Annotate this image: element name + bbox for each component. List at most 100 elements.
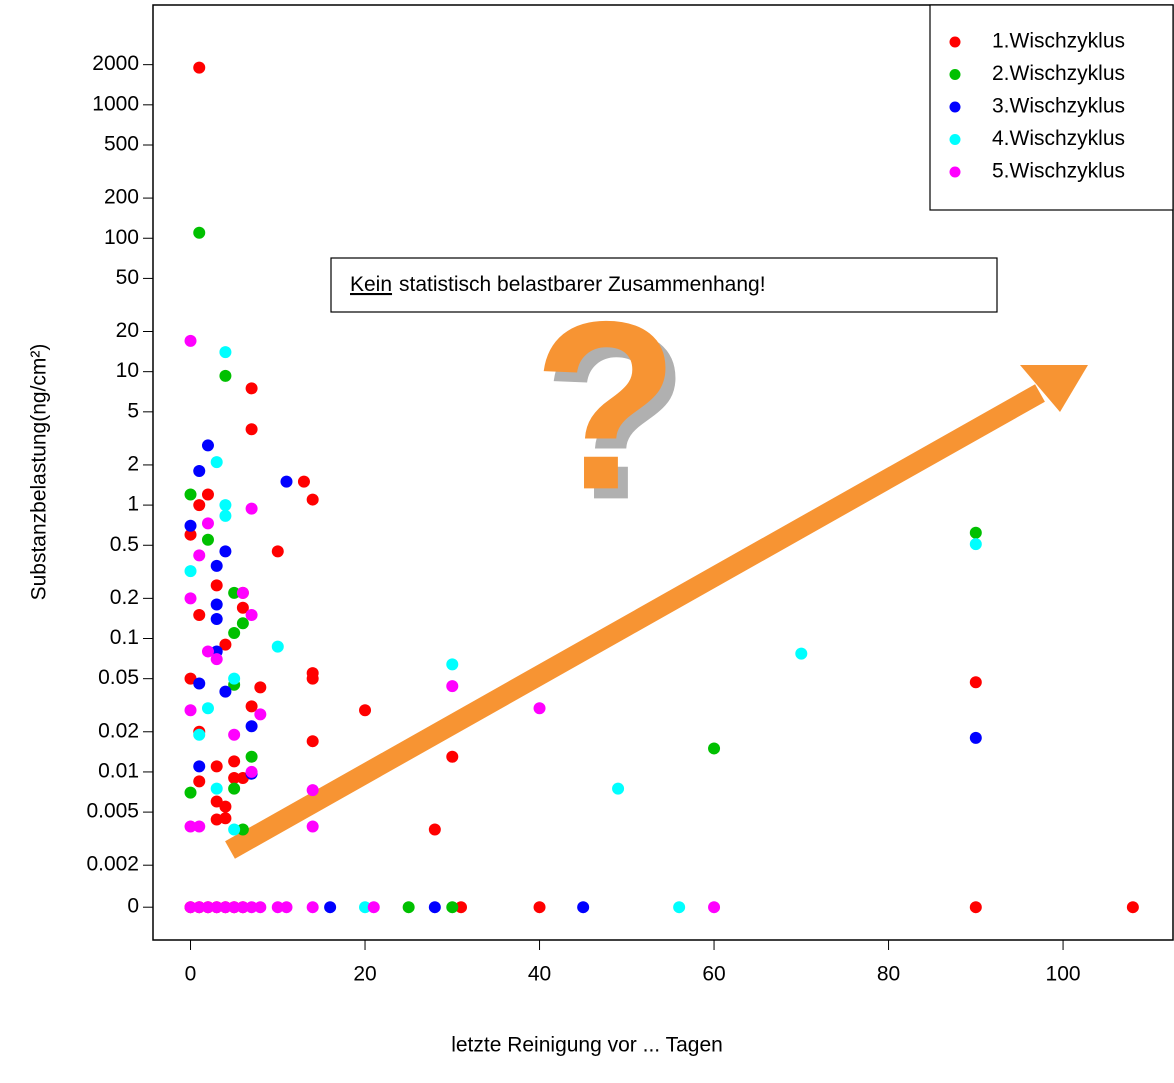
annotation-text: statistisch belastbarer Zusammenhang! bbox=[399, 273, 766, 296]
point bbox=[245, 901, 258, 914]
point bbox=[219, 346, 232, 359]
point bbox=[245, 609, 258, 622]
point bbox=[324, 901, 337, 914]
point bbox=[228, 672, 241, 685]
y-tick-label: 0 bbox=[127, 895, 139, 918]
y-tick-label: 100 bbox=[104, 226, 139, 249]
point bbox=[193, 677, 206, 690]
point bbox=[969, 676, 982, 689]
point bbox=[969, 901, 982, 914]
point bbox=[236, 617, 249, 630]
point bbox=[446, 680, 459, 693]
y-tick-label: 0.02 bbox=[98, 719, 139, 742]
point bbox=[280, 901, 293, 914]
point bbox=[219, 545, 232, 558]
x-axis-label: letzte Reinigung vor ... Tagen bbox=[451, 1034, 723, 1057]
point bbox=[367, 901, 380, 914]
point bbox=[228, 586, 241, 599]
point bbox=[228, 901, 241, 914]
y-tick-label: 500 bbox=[104, 133, 139, 156]
plot-frame bbox=[152, 4, 1174, 941]
point bbox=[1126, 901, 1139, 914]
point bbox=[306, 901, 319, 914]
point bbox=[245, 700, 258, 713]
point bbox=[228, 755, 241, 768]
point bbox=[245, 720, 258, 733]
point bbox=[193, 465, 206, 478]
point bbox=[446, 901, 459, 914]
point bbox=[297, 475, 310, 488]
point bbox=[193, 499, 206, 512]
point bbox=[201, 439, 214, 452]
point bbox=[236, 823, 249, 836]
point bbox=[210, 456, 223, 469]
point bbox=[533, 901, 546, 914]
y-tick-label: 1 bbox=[127, 493, 139, 516]
legend-marker bbox=[949, 36, 961, 48]
point bbox=[193, 226, 206, 239]
point bbox=[210, 559, 223, 572]
point bbox=[201, 488, 214, 501]
point bbox=[210, 901, 223, 914]
point bbox=[245, 765, 258, 778]
point bbox=[969, 731, 982, 744]
point bbox=[446, 750, 459, 763]
x-tick-label: 100 bbox=[1046, 963, 1081, 986]
point bbox=[236, 586, 249, 599]
legend-label: 3.Wischzyklus bbox=[992, 95, 1125, 118]
point bbox=[219, 509, 232, 522]
point bbox=[193, 775, 206, 788]
point bbox=[201, 901, 214, 914]
point bbox=[210, 653, 223, 666]
y-tick-label: 0.002 bbox=[86, 853, 139, 876]
point bbox=[210, 782, 223, 795]
x-tick-label: 20 bbox=[353, 963, 376, 986]
legend-label: 4.Wischzyklus bbox=[992, 127, 1125, 150]
annotation-underlined: Kein bbox=[350, 273, 392, 296]
point bbox=[184, 519, 197, 532]
point bbox=[533, 702, 546, 715]
point bbox=[219, 499, 232, 512]
point bbox=[271, 545, 284, 558]
point bbox=[236, 601, 249, 614]
x-tick-label: 60 bbox=[702, 963, 725, 986]
point bbox=[402, 901, 415, 914]
trend-arrow bbox=[225, 365, 1088, 859]
point bbox=[184, 672, 197, 685]
point bbox=[228, 823, 241, 836]
y-tick-label: 2000 bbox=[92, 52, 139, 75]
x-tick-label: 0 bbox=[185, 963, 197, 986]
point bbox=[708, 742, 721, 755]
y-tick-label: 50 bbox=[116, 266, 139, 289]
point bbox=[193, 760, 206, 773]
y-tick-label: 0.005 bbox=[86, 800, 139, 823]
point bbox=[193, 820, 206, 833]
point bbox=[359, 901, 372, 914]
annotation-box bbox=[330, 257, 998, 313]
point bbox=[201, 533, 214, 546]
y-tick-label: 0.01 bbox=[98, 759, 139, 782]
point bbox=[245, 382, 258, 395]
point bbox=[219, 369, 232, 382]
point bbox=[184, 704, 197, 717]
point bbox=[201, 517, 214, 530]
question-shadow: ? bbox=[543, 281, 690, 549]
legend-marker bbox=[949, 134, 961, 145]
arrow-head bbox=[1020, 365, 1088, 412]
point bbox=[184, 528, 197, 541]
point bbox=[969, 526, 982, 539]
point bbox=[228, 782, 241, 795]
point bbox=[455, 901, 468, 914]
point bbox=[184, 592, 197, 605]
legend-marker bbox=[949, 69, 961, 80]
point bbox=[245, 502, 258, 515]
legend-label: 2.Wischzyklus bbox=[992, 62, 1125, 85]
y-tick-label: 5 bbox=[127, 399, 139, 422]
y-tick-label: 200 bbox=[104, 186, 139, 209]
point bbox=[193, 728, 206, 741]
point bbox=[306, 493, 319, 506]
point bbox=[210, 795, 223, 808]
annotation: Kein statistisch belastbarer Zusammenhang… bbox=[350, 273, 766, 296]
point bbox=[184, 901, 197, 914]
x-tick-label: 80 bbox=[877, 963, 900, 986]
